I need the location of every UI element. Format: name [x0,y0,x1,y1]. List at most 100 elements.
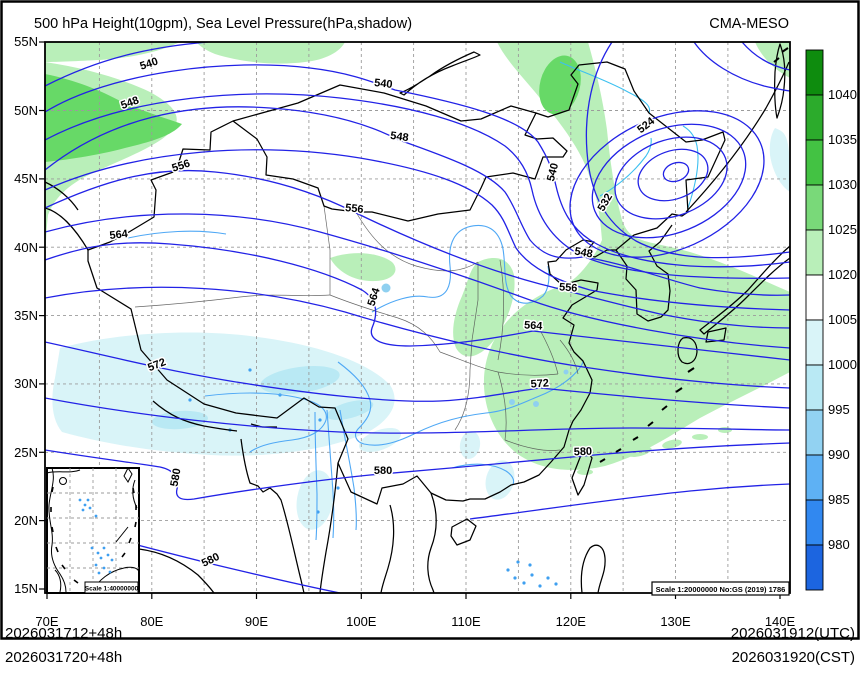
lon-tick-label: 70E [35,614,58,629]
japan-kyushu [677,336,698,365]
bangladesh-coast [240,438,305,593]
lake-baikal [399,51,481,96]
lon-tick-label: 110E [451,614,481,629]
province-borders [134,205,579,451]
myanmar-coast [319,462,339,593]
colorbar-cell [805,184,824,231]
japan-shikoku [705,327,727,343]
lat-axis: 55N 50N 45N 40N 35N 30N 25N 20N 15N [14,34,38,596]
korea [615,224,673,322]
inset-coastlines [46,467,140,593]
sakhalin [773,43,786,119]
contour-label: 572 [530,377,549,390]
lat-tick-label: 30N [14,376,38,391]
colorbar-label: 1040 [828,87,857,102]
contour-label: 564 [109,228,129,242]
outer-frame [0,0,860,640]
colorbar-cell [805,364,824,411]
speckle-dots [188,368,558,588]
contour-label: 580 [169,467,184,487]
lon-tick-label: 140E [765,614,796,629]
india-coast [138,548,215,593]
contour-label: 556 [559,281,578,294]
colorbar-cell [805,229,824,276]
lat-tick-label: 40N [14,240,38,255]
lon-tick-label: 100E [346,614,377,629]
contour-label: 580 [374,465,392,477]
kazakh-border [45,181,89,251]
main-scale-text: Scale 1:20000000 No:GS (2019) 1786 [656,585,786,594]
slp-shading [45,42,790,588]
colorbar-label: 1025 [828,222,857,237]
colorbar-cell [805,544,824,591]
russia-coast [685,61,790,213]
contour-label: 564 [524,319,544,332]
plot-border [44,41,791,594]
luzon [580,544,606,593]
lat-tick-label: 20N [14,513,38,528]
lon-tick-label: 120E [556,614,587,629]
init-time-utc: 2026031712+48h [5,625,122,642]
kuril-islands [773,47,789,63]
thailand [380,504,395,593]
lat-tick-label: 25N [14,445,38,460]
lat-tick-label: 45N [14,171,38,186]
colorbar-cell [805,409,824,456]
colorbar-label: 1030 [828,177,857,192]
japan-honshu [699,245,790,335]
contour-label: 556 [170,158,191,175]
contour-label: 548 [573,246,593,261]
colorbar-cell [805,499,824,546]
lat-tick-label: 55N [14,34,38,49]
hainan [450,518,477,546]
page-title: 500 hPa Height(10gpm), Sea Level Pressur… [34,16,412,32]
colorbar-label: 985 [828,492,850,507]
model-name: CMA-MESO [709,16,789,32]
colorbar-label: 995 [828,402,850,417]
colorbar-cell [805,454,824,501]
inset-scale-box [84,581,139,594]
contour-label: 564 [366,286,383,308]
contour-label: 580 [200,551,222,570]
colorbar-cell [805,139,824,186]
colorbar: 1040 1035 1030 1025 1020 1005 1000 995 9… [805,49,857,591]
lat-tick-label: 15N [14,581,38,596]
valid-time-utc: 2026031912(UTC) [731,625,855,642]
valid-time-cst: 2026031920(CST) [732,649,855,666]
colorbar-label: 1035 [828,132,857,147]
colorbar-cell [805,94,824,141]
lon-tick-label: 90E [245,614,268,629]
colorbar-cell [805,319,824,366]
taiwan [571,449,593,496]
inset-map: Scale 1:40000000 [46,467,140,594]
shading-cyan-mid [152,365,374,430]
colorbar-label: 1020 [828,267,857,282]
colorbar-label: 1000 [828,357,857,372]
lon-axis: 70E 80E 90E 100E 110E 120E 130E 140E [35,614,795,629]
mongolia-russia-border [232,84,537,122]
colorbar-cell [805,49,824,96]
contour-label: 540 [138,56,159,73]
inset-scale-text: Scale 1:40000000 [85,586,139,593]
contour-label: 540 [374,77,394,91]
contour-label: 580 [574,446,593,459]
colorbar-label: 980 [828,537,850,552]
colorbar-label: 1005 [828,312,857,327]
colorbar-label: 990 [828,447,850,462]
height-contours [45,42,790,593]
vietnam-coast [427,492,437,593]
footer: 2026031712+48h 2026031720+48h 2026031912… [5,625,855,666]
colorbar-cell [805,274,824,321]
lon-tick-label: 80E [140,614,163,629]
contour-label: 540 [545,162,561,183]
lon-tick-label: 130E [660,614,691,629]
contour-label: 548 [389,130,409,144]
nepal [152,400,238,432]
main-scale-box: Scale 1:20000000 No:GS (2019) 1786 [651,581,790,596]
inset-island-dots [78,498,114,575]
contour-label: 556 [345,202,365,216]
ryukyu-islands [599,367,695,463]
lat-tick-label: 35N [14,308,38,323]
